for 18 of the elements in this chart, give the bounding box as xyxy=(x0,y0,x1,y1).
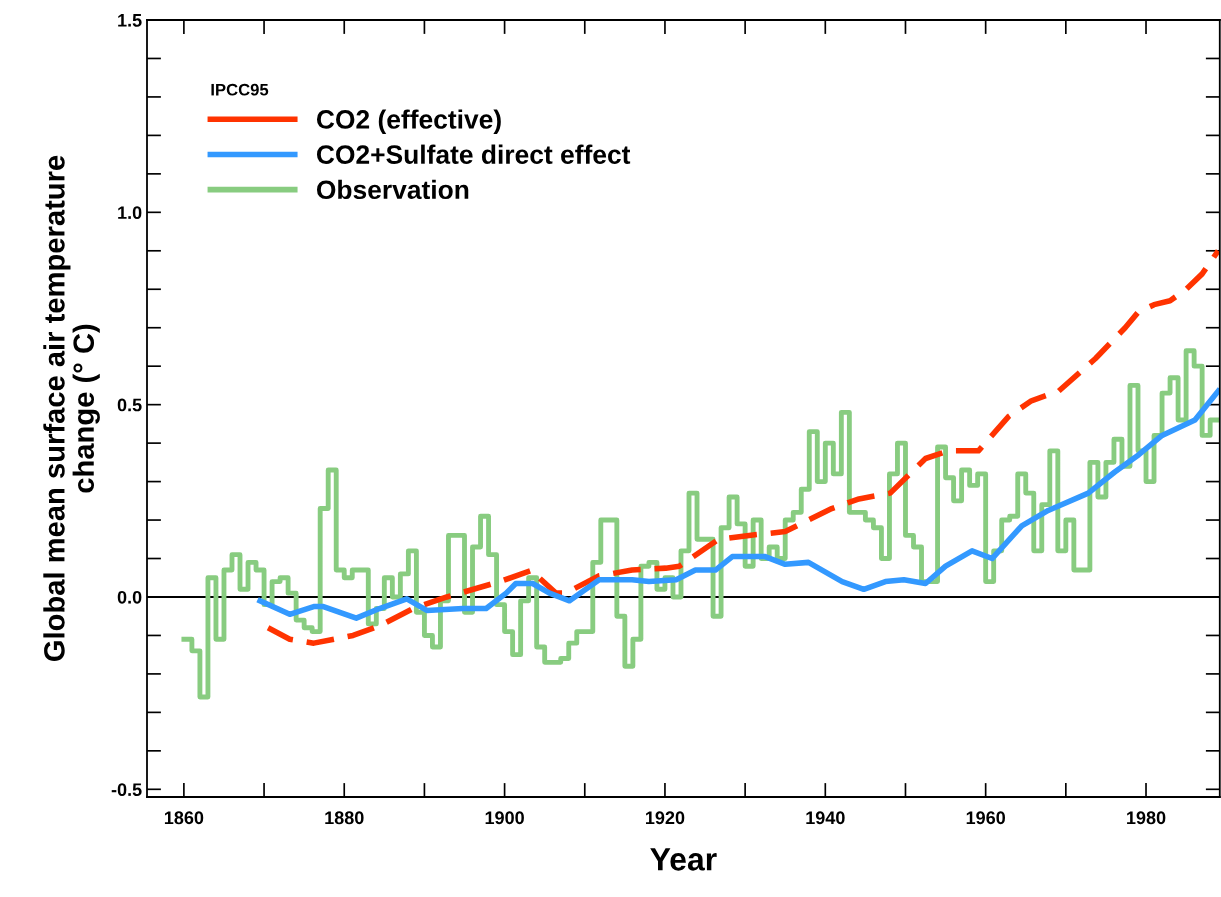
x-tick-label: 1860 xyxy=(164,811,204,825)
x-tick-label: 1880 xyxy=(325,811,364,825)
y-tick-label: -0.5 xyxy=(111,783,142,797)
legend-label: Observation xyxy=(316,179,469,200)
x-tick-label: 1940 xyxy=(806,811,845,825)
x-tick-label: 1980 xyxy=(1127,811,1166,825)
legend-label: CO2+Sulfate direct effect xyxy=(316,144,631,164)
legend-label: CO2 (effective) xyxy=(316,109,501,135)
x-axis-title: Year xyxy=(650,848,717,871)
legend-title: IPCC95 xyxy=(211,83,269,96)
y-tick-label: 1.0 xyxy=(118,206,142,220)
x-tick-label: 1900 xyxy=(485,811,524,825)
y-tick-label: 0.0 xyxy=(117,590,142,604)
x-tick-label: 1920 xyxy=(646,811,685,825)
y-axis-title: Global mean surface air temperature change (° C) xyxy=(43,155,100,661)
x-tick-label: 1960 xyxy=(966,811,1005,825)
y-tick-label: 1.5 xyxy=(118,14,142,27)
y-tick-label: 0.5 xyxy=(117,398,142,412)
